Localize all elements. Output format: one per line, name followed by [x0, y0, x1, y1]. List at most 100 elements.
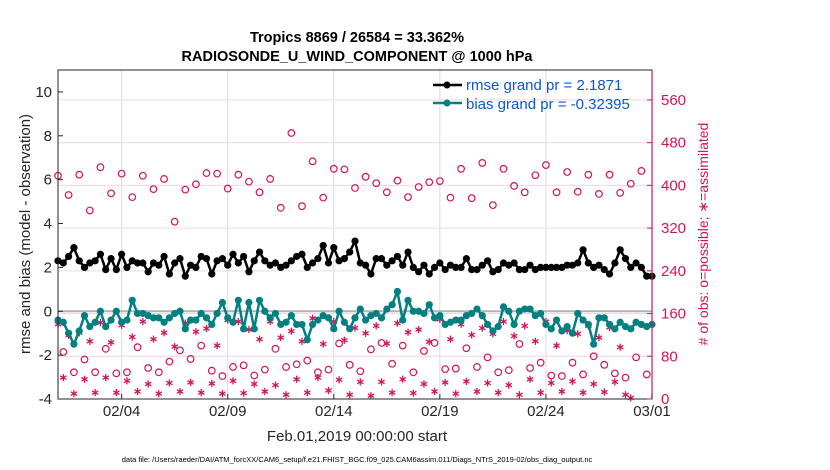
- obs-assimilated-point: [399, 375, 407, 383]
- bias-point: [383, 305, 391, 313]
- rmse-point: [515, 265, 524, 274]
- bias-point: [303, 336, 311, 344]
- bias-point: [149, 314, 158, 322]
- obs-possible-point: [298, 202, 306, 211]
- y2-tick-label: 560: [661, 92, 686, 109]
- obs-possible-point: [457, 164, 465, 173]
- bias-point: [574, 309, 582, 318]
- obs-assimilated-point: [468, 331, 476, 339]
- bias-point: [510, 320, 518, 329]
- obs-possible-point: [642, 370, 651, 379]
- rmse-point: [224, 261, 232, 269]
- rmse-point: [160, 252, 168, 261]
- obs-assimilated-point: [229, 377, 237, 385]
- bias-point: [186, 316, 195, 324]
- obs-possible-point: [404, 193, 412, 202]
- x-tick-label: 02/24: [527, 403, 565, 420]
- rmse-point: [240, 252, 248, 261]
- bias-point: [165, 314, 173, 322]
- rmse-point: [218, 255, 227, 263]
- obs-possible-point: [101, 344, 110, 353]
- obs-possible-point: [467, 194, 476, 203]
- rmse-point: [409, 263, 417, 271]
- rmse-point: [611, 259, 619, 267]
- obs-possible-point: [552, 188, 561, 197]
- rmse-point: [393, 252, 402, 261]
- rmse-point: [192, 263, 200, 271]
- obs-assimilated-point: [139, 317, 147, 326]
- obs-assimilated-point: [431, 387, 438, 396]
- obs-possible-point: [393, 176, 402, 185]
- obs-possible-point: [361, 172, 370, 181]
- obs-possible-point: [80, 355, 89, 364]
- rmse-point: [494, 265, 502, 274]
- bias-point: [563, 323, 571, 331]
- obs-assimilated-point: [165, 379, 173, 387]
- obs-assimilated-point: [134, 387, 141, 396]
- chart-title: Tropics 8869 / 26584 = 33.362%: [250, 30, 464, 46]
- obs-possible-point: [515, 340, 524, 348]
- rmse-point: [383, 261, 391, 269]
- rmse-point: [621, 255, 630, 263]
- rmse-point: [483, 257, 492, 265]
- rmse-point: [165, 270, 173, 278]
- rmse-point: [574, 259, 582, 267]
- rmse-point: [436, 259, 444, 267]
- bias-point: [330, 325, 338, 333]
- obs-possible-point: [637, 167, 646, 175]
- obs-assimilated-point: [282, 391, 290, 399]
- rmse-point: [372, 255, 380, 263]
- chart-subtitle: RADIOSONDE_U_WIND_COMPONENT @ 1000 hPa: [182, 49, 534, 65]
- bias-point: [86, 323, 94, 331]
- obs-possible-point: [510, 181, 519, 190]
- rmse-point: [595, 261, 603, 269]
- obs-assimilated-point: [484, 379, 492, 387]
- bias-point: [234, 296, 242, 304]
- rmse-point: [298, 250, 306, 258]
- obs-assimilated-point: [494, 388, 502, 397]
- obs-possible-point: [271, 344, 280, 353]
- obs-assimilated-point: [553, 341, 560, 350]
- rmse-point: [367, 270, 375, 278]
- rmse-point: [399, 261, 407, 269]
- obs-assimilated-point: [187, 378, 195, 387]
- rmse-point: [171, 259, 179, 267]
- obs-possible-point: [478, 159, 487, 167]
- bias-point: [547, 325, 555, 333]
- bias-point: [160, 318, 168, 326]
- obs-possible-point: [117, 169, 126, 178]
- bias-point: [473, 305, 481, 313]
- rmse-point: [287, 257, 295, 265]
- rmse-point: [388, 257, 396, 265]
- bias-point: [399, 316, 407, 324]
- obs-possible-point: [367, 345, 375, 354]
- bias-point: [261, 307, 269, 315]
- legend: rmse grand pr = 2.1871 bias grand pr = -…: [433, 77, 630, 113]
- bias-point: [452, 316, 460, 324]
- bias-point: [595, 314, 603, 322]
- grid: [58, 70, 653, 400]
- rmse-point: [250, 257, 258, 265]
- obs-possible-point: [197, 341, 206, 350]
- obs-possible-point: [144, 364, 153, 372]
- x-tick-label: 03/01: [633, 403, 671, 420]
- obs-possible-point: [213, 169, 222, 178]
- rmse-point: [255, 248, 264, 256]
- bias-point: [436, 312, 444, 320]
- obs-possible-point: [388, 359, 397, 368]
- rmse-point: [330, 244, 338, 252]
- rmse-point: [510, 259, 518, 267]
- x-tick-label: 02/14: [315, 403, 353, 420]
- obs-possible-point: [579, 370, 587, 379]
- bias-point: [340, 318, 348, 326]
- obs-assimilated-point: [293, 375, 301, 383]
- obs-assimilated-point: [393, 319, 401, 327]
- bias-point: [202, 314, 211, 322]
- bias-point: [494, 323, 502, 331]
- obs-assimilated-point: [250, 380, 258, 388]
- bias-point: [425, 301, 433, 309]
- obs-possible-point: [568, 358, 577, 367]
- obs-possible-point: [626, 179, 635, 188]
- obs-possible-point: [420, 347, 428, 355]
- obs-possible-point: [186, 355, 195, 363]
